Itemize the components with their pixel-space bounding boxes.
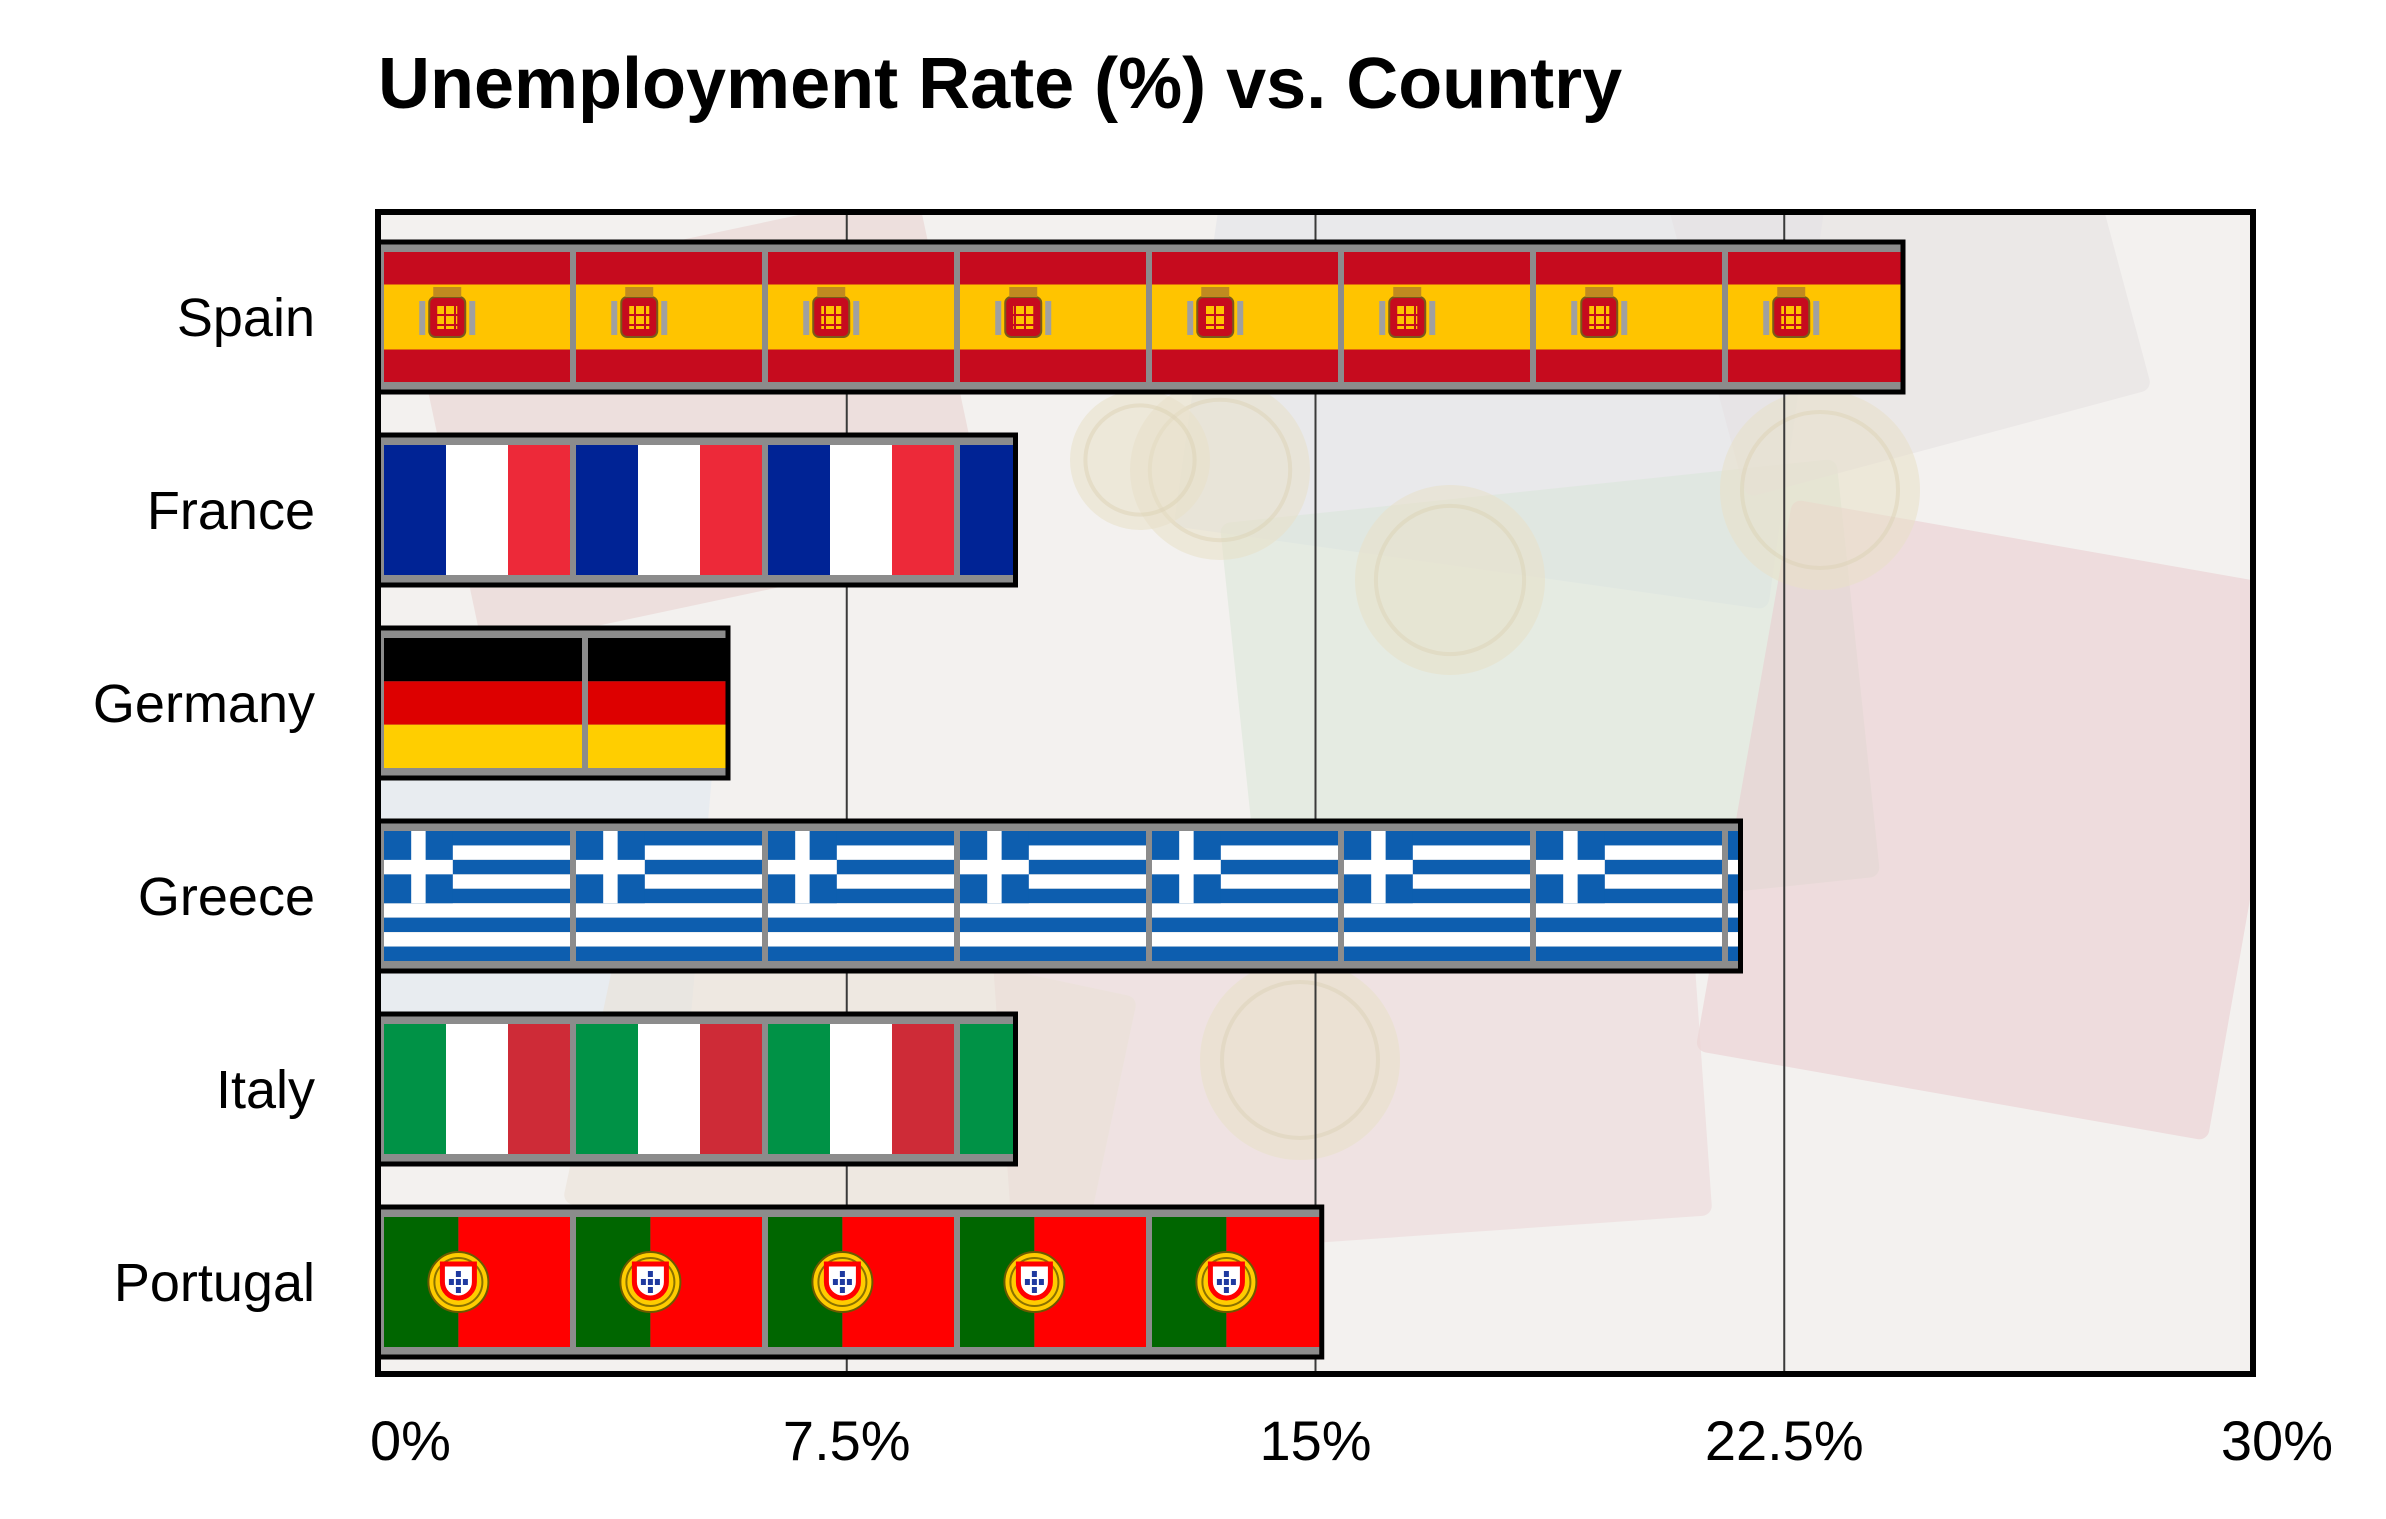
- chart-title: Unemployment Rate (%) vs. Country: [378, 44, 1622, 124]
- category-label: Spain: [177, 288, 315, 348]
- x-tick-label: 7.5%: [783, 1409, 911, 1472]
- category-label: Greece: [138, 867, 315, 927]
- bar: [375, 625, 731, 781]
- bar: [375, 432, 1018, 588]
- bar: [375, 239, 1906, 395]
- category-label: Italy: [216, 1060, 315, 1120]
- x-tick-label: 0%: [370, 1409, 451, 1472]
- category-label: France: [147, 481, 315, 541]
- category-labels: Spain France Germany Greece Italy Portugal: [93, 288, 315, 1313]
- gridlines: [845, 212, 1786, 1374]
- x-tick-label: 15%: [1259, 1409, 1371, 1472]
- bar: [375, 818, 1743, 974]
- plot-frame: [375, 209, 2256, 1377]
- category-label: Portugal: [114, 1253, 315, 1313]
- bar: [375, 1204, 1325, 1360]
- x-tick-label: 30%: [2221, 1409, 2333, 1472]
- x-tick-labels: 0% 7.5% 15% 22.5% 30%: [370, 1409, 2333, 1472]
- x-tick-label: 22.5%: [1705, 1409, 1864, 1472]
- category-label: Germany: [93, 674, 315, 734]
- bar: [375, 1011, 1018, 1167]
- bars: [375, 239, 1906, 1360]
